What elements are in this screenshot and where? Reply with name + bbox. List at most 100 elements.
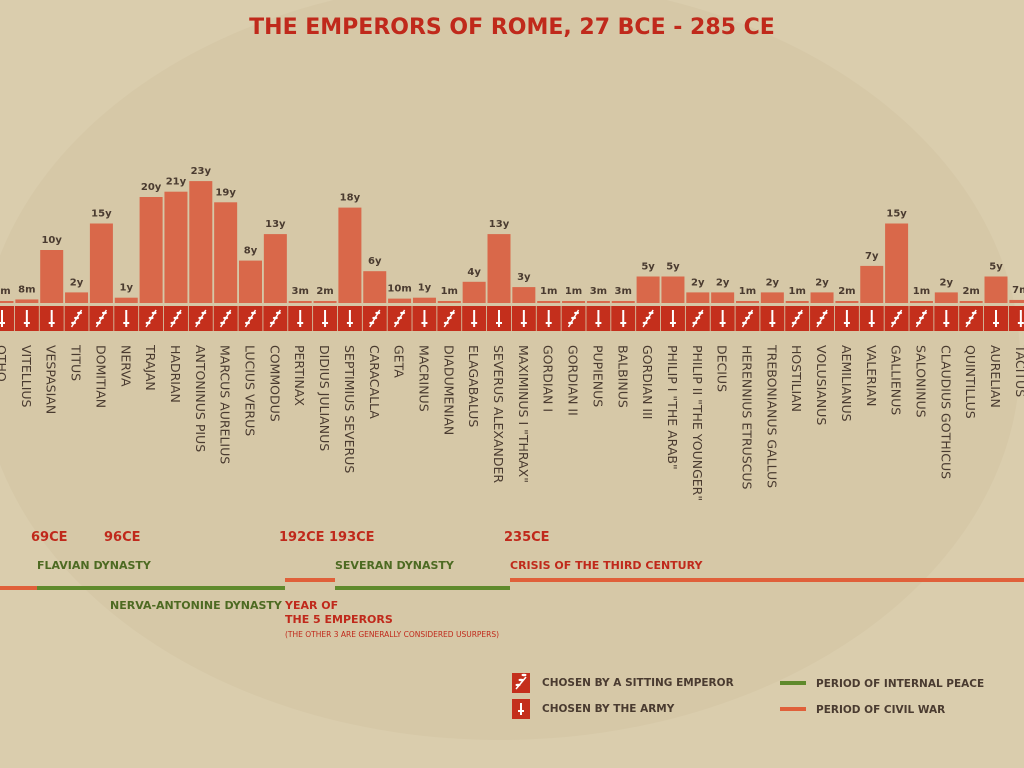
- category-label: TACITUS: [1013, 344, 1024, 397]
- bar: [189, 181, 213, 303]
- texture: [0, 0, 1020, 740]
- bar: [412, 297, 436, 303]
- value-label: 8m: [18, 284, 35, 295]
- laurel-icon: [968, 316, 974, 320]
- bar: [785, 301, 809, 303]
- laurel-icon: [648, 311, 654, 315]
- laurel-icon: [170, 321, 176, 325]
- laurel-icon: [791, 321, 797, 325]
- legend-label: PERIOD OF INTERNAL PEACE: [816, 678, 984, 690]
- bar: [611, 301, 635, 303]
- laurel-icon: [226, 311, 232, 315]
- value-label: 3m: [0, 286, 11, 297]
- value-label: 2y: [70, 277, 84, 288]
- laurel-icon: [748, 311, 753, 315]
- laurel-icon: [443, 321, 449, 325]
- laurel-icon: [272, 316, 278, 320]
- category-label: SEVERUS ALEXANDER: [491, 345, 506, 483]
- value-label: 6y: [368, 256, 382, 267]
- laurel-icon: [269, 321, 275, 325]
- bar: [810, 292, 834, 303]
- bar: [487, 234, 511, 303]
- bar: [462, 281, 486, 303]
- legend-label: PERIOD OF CIVIL WAR: [816, 704, 945, 716]
- bar: [959, 301, 983, 303]
- era-year: 235CE: [504, 530, 550, 545]
- bar: [89, 223, 113, 303]
- laurel-icon: [394, 321, 400, 325]
- laurel-icon: [518, 678, 524, 682]
- category-label: HOSTILIAN: [789, 345, 804, 412]
- category-label: DIDIUS JULIANUS: [317, 345, 332, 451]
- value-label: 7y: [865, 251, 879, 262]
- category-label: PERTINAX: [292, 345, 307, 406]
- category-label: QUINTILLUS: [963, 345, 978, 419]
- category-label: OTHO: [0, 345, 9, 382]
- laurel-icon: [151, 311, 157, 315]
- category-label: VOLUSIANUS: [814, 345, 829, 425]
- bar: [885, 223, 909, 303]
- laurel-icon: [372, 316, 378, 320]
- laurel-icon: [515, 683, 521, 687]
- bar: [661, 276, 685, 303]
- category-label: PUPIENUS: [590, 345, 605, 407]
- category-label: DIADUMENIAN: [441, 345, 456, 435]
- value-label: 1y: [120, 283, 134, 294]
- bar: [934, 292, 958, 303]
- laurel-icon: [921, 311, 927, 315]
- bar: [164, 191, 188, 303]
- laurel-icon: [698, 311, 704, 315]
- category-label: SALONINUS: [913, 345, 928, 418]
- laurel-icon: [95, 321, 101, 325]
- laurel-icon: [645, 316, 651, 320]
- category-label: MAXIMINUS I "THRAX": [516, 345, 531, 483]
- bar: [388, 298, 412, 303]
- value-label: 1m: [441, 286, 458, 297]
- value-label: 1m: [540, 286, 557, 297]
- category-label: CARACALLA: [367, 345, 382, 419]
- value-label: 2y: [766, 277, 780, 288]
- era-label: SEVERAN DYNASTY: [335, 559, 455, 572]
- value-label: 2m: [316, 286, 333, 297]
- category-label: BALBINUS: [615, 345, 630, 408]
- laurel-icon: [148, 316, 154, 320]
- laurel-icon: [571, 316, 577, 320]
- bar: [313, 301, 337, 303]
- laurel-icon: [891, 321, 897, 325]
- category-label: VALERIAN: [864, 345, 879, 406]
- laurel-icon: [375, 311, 381, 315]
- bar: [338, 207, 362, 303]
- value-label: 3m: [590, 286, 607, 297]
- value-label: 21y: [166, 177, 187, 188]
- category-label: HADRIAN: [168, 345, 183, 403]
- bar: [214, 202, 238, 303]
- category-label: PHILIP II "THE YOUNGER": [690, 345, 705, 501]
- laurel-icon: [446, 316, 452, 320]
- laurel-icon: [449, 311, 455, 315]
- bar: [239, 260, 262, 303]
- value-label: 2y: [716, 277, 730, 288]
- value-label: 10y: [41, 235, 62, 246]
- category-label: GETA: [392, 345, 407, 378]
- bar: [686, 292, 710, 303]
- laurel-icon: [521, 673, 527, 677]
- value-label: 3m: [615, 286, 632, 297]
- laurel-icon: [797, 311, 803, 315]
- category-label: GORDIAN II: [566, 345, 581, 416]
- laurel-icon: [248, 316, 253, 320]
- category-label: PHILIP I "THE ARAB": [665, 345, 680, 470]
- laurel-icon: [515, 676, 527, 690]
- laurel-icon: [173, 316, 179, 320]
- category-label: VESPASIAN: [44, 345, 59, 414]
- value-label: 2m: [838, 286, 855, 297]
- value-label: 5y: [641, 262, 655, 273]
- laurel-icon: [568, 321, 574, 325]
- era-year: 69CE: [31, 530, 68, 545]
- laurel-icon: [77, 311, 83, 315]
- laurel-icon: [642, 321, 648, 325]
- category-label: TREBONIANUS GALLUS: [764, 344, 779, 488]
- bar: [40, 250, 64, 303]
- era-year: 96CE: [104, 530, 141, 545]
- laurel-icon: [742, 321, 747, 325]
- laurel-icon: [71, 321, 77, 325]
